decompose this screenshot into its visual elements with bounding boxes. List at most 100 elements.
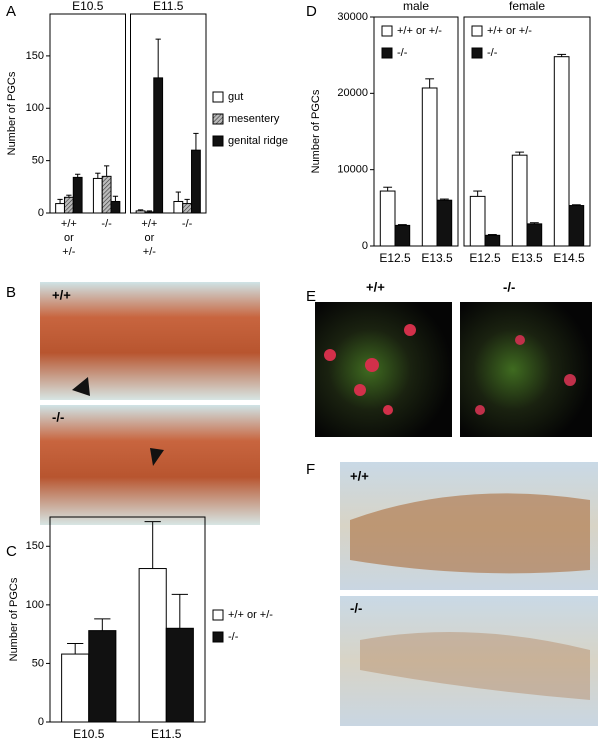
bar [379,190,396,247]
plot-frame [373,16,459,247]
legend-swatch [212,135,224,147]
bar [92,177,103,214]
x-tick-label-box: +/+ or +/- [141,218,158,258]
x-tick-label: E13.5 [511,251,543,265]
y-tick-label: 30000 [337,11,368,23]
facet-title: male [403,0,429,13]
panel-label: B [6,284,16,301]
bar [436,199,453,247]
photo-panel-f: F +/+ -/- [306,461,598,726]
arrowhead [150,448,164,466]
photo-panel-b: B +/+ -/- [6,282,260,525]
bar [568,205,585,247]
legend-label: -/- [487,47,498,59]
x-tick-label: -/- [101,218,112,230]
y-tick-label: 0 [362,240,368,252]
x-tick-label: E11.5 [151,727,182,741]
panel-label: E [306,288,316,305]
bar [484,234,501,247]
legend-swatch [471,47,483,59]
panel-label: A [6,3,16,20]
legend-label: +/+ or +/- [228,609,273,621]
facet-title: E11.5 [153,0,184,13]
bar [191,149,201,214]
facet-title: female [509,0,545,13]
legend-label: -/- [228,631,239,643]
y-axis-title: Number of PGCs [8,577,20,661]
y-tick-label: 20000 [337,87,368,99]
x-tick-label: -/- [181,218,193,230]
legend-swatch [212,609,224,621]
panel-label: C [6,543,17,560]
genotype-label: -/- [52,409,64,424]
y-tick-label: 100 [26,102,44,114]
photo [40,405,260,525]
bar [63,196,74,214]
legend-swatch [381,25,393,37]
y-axis-title: Number of PGCs [6,71,18,155]
legend-label: gut [228,91,243,103]
x-tick-label: +/+ or +/- [141,218,158,258]
x-tick-label: E12.5 [469,251,501,265]
bar [553,56,570,247]
legend-swatch [471,25,483,37]
legend-swatch [212,91,224,103]
legend-swatch [212,113,224,125]
plot-frame [130,13,207,214]
photo-panel-e: E +/+ -/- [306,279,592,437]
bar [144,211,155,214]
y-tick-label: 0 [38,716,44,728]
y-tick-label: 0 [38,207,44,219]
legend-swatch [381,47,393,59]
y-axis-title: Number of PGCs [310,89,322,173]
bar [182,203,193,214]
panel-label: F [306,461,315,478]
x-tick-label-box: -/- [181,218,193,230]
genotype-label: +/+ [52,287,71,302]
genotype-label: +/+ [350,468,369,483]
bar [135,210,146,214]
facet-title: E10.5 [72,0,104,13]
plot-frame [49,516,206,723]
bar [469,195,486,247]
bar [101,175,112,214]
bar [110,200,121,214]
legend-label: mesentery [228,113,280,125]
bar [421,87,438,247]
bar [88,630,117,723]
bar [511,154,528,247]
x-tick-label: E14.5 [553,251,585,265]
bar [526,223,543,247]
bar [138,568,167,723]
genotype-label: -/- [503,279,515,294]
bar [61,653,90,723]
bar [153,77,164,214]
y-tick-label: 100 [26,599,44,611]
y-tick-label: 150 [26,50,44,62]
arrowhead [72,377,90,396]
y-tick-label: 50 [32,657,44,669]
bar [173,200,184,214]
plot-frame [49,13,126,214]
x-tick-label: E13.5 [421,251,453,265]
x-tick-label: +/+ or +/- [60,218,77,258]
x-tick-label-box: -/- [101,218,112,230]
y-tick-label: 10000 [337,164,368,176]
panel-label: D [306,3,317,20]
y-tick-label: 150 [26,540,44,552]
photo [315,302,452,437]
legend-swatch [212,631,224,643]
bar [165,627,194,723]
legend-label: -/- [397,47,408,59]
genotype-label: +/+ [366,279,385,294]
legend-label: genital ridge [228,135,288,147]
photo [460,302,592,437]
x-tick-label: E12.5 [379,251,411,265]
genotype-label: -/- [350,600,362,615]
x-tick-label-box: +/+ or +/- [60,218,77,258]
bar [55,203,65,214]
photo [40,282,260,400]
x-tick-label: E10.5 [73,727,105,741]
photo [340,596,598,726]
